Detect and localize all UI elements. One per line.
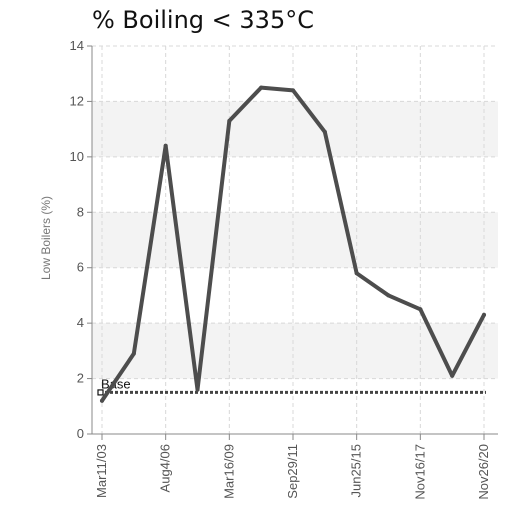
data-points (100, 85, 486, 403)
data-point-11 (450, 373, 455, 378)
y-axis-label: Low Boilers (%) (39, 196, 53, 280)
x-tick-label-5: Nov16/17 (412, 444, 427, 500)
band-1 (92, 323, 498, 379)
base-label: Base (101, 376, 131, 391)
y-tick-label-5: 10 (70, 149, 84, 164)
x-tick-label-2: Mar16/09 (221, 444, 236, 499)
data-point-1 (131, 351, 136, 356)
y-tick-label-0: 0 (77, 426, 84, 441)
y-tick-label-2: 4 (77, 315, 84, 330)
x-tick-label-4: Jun25/15 (349, 444, 364, 498)
data-point-2 (163, 143, 168, 148)
x-tick-label-1: Aug4/06 (158, 444, 173, 492)
data-point-7 (322, 129, 327, 134)
x-tick-label-6: Nov26/20 (476, 444, 491, 500)
data-point-8 (354, 271, 359, 276)
data-point-3 (195, 387, 200, 392)
gridlines (92, 45, 498, 434)
data-point-4 (227, 118, 232, 123)
x-tick-label-0: Mar11/03 (94, 444, 109, 498)
band-3 (92, 212, 498, 268)
y-tick-label-6: 12 (70, 93, 84, 108)
band-5 (92, 101, 498, 157)
chart-title: % Boiling < 335°C (92, 6, 314, 34)
y-ticks: 0 2 4 6 8 10 12 14 (70, 38, 92, 441)
base-marker (97, 389, 104, 396)
y-tick-label-7: 14 (70, 38, 84, 53)
x-tick-label-3: Sep29/11 (285, 444, 300, 499)
data-point-12 (482, 312, 486, 317)
y-tick-label-4: 8 (77, 204, 84, 219)
data-point-6 (291, 88, 295, 93)
data-point-5 (259, 85, 264, 90)
data-point-0 (100, 398, 104, 403)
data-point-9 (386, 293, 391, 298)
y-tick-label-3: 6 (77, 260, 84, 275)
y-tick-label-1: 2 (77, 371, 84, 386)
data-point-10 (418, 307, 423, 312)
x-ticks: Mar11/03 Aug4/06 Mar16/09 Sep29/11 Jun25/15 N… (94, 434, 491, 500)
